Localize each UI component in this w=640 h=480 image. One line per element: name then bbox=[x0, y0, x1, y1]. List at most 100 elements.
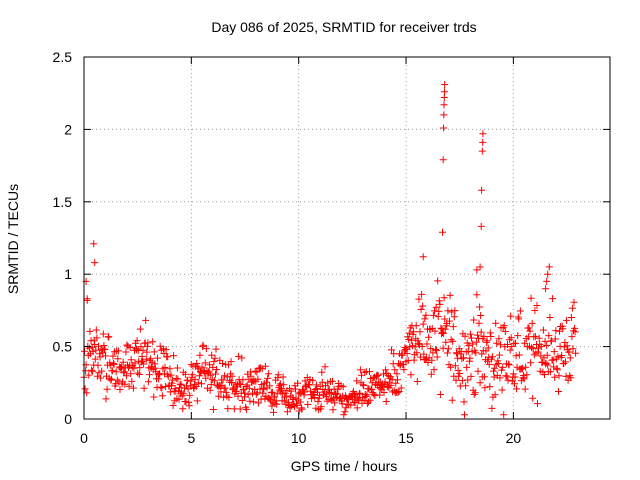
data-point bbox=[276, 380, 284, 388]
data-point bbox=[237, 381, 245, 388]
data-point bbox=[565, 348, 573, 356]
data-point bbox=[506, 346, 514, 354]
data-point bbox=[116, 386, 124, 393]
data-point bbox=[466, 330, 474, 338]
data-point bbox=[360, 382, 368, 390]
data-point bbox=[500, 411, 508, 419]
data-point bbox=[162, 346, 170, 354]
data-point bbox=[394, 389, 402, 397]
data-point bbox=[460, 354, 467, 362]
data-point bbox=[551, 373, 559, 381]
data-point bbox=[304, 401, 312, 408]
data-point bbox=[419, 253, 427, 261]
data-point bbox=[477, 328, 485, 336]
grid-lines bbox=[84, 57, 610, 419]
data-point bbox=[89, 367, 97, 375]
data-point bbox=[496, 374, 504, 382]
data-point bbox=[106, 361, 114, 369]
data-point bbox=[314, 398, 322, 406]
data-point bbox=[215, 392, 223, 400]
data-point bbox=[550, 363, 558, 371]
data-point bbox=[121, 380, 129, 388]
data-point bbox=[254, 375, 262, 383]
data-point bbox=[440, 329, 448, 337]
data-point bbox=[202, 374, 210, 382]
data-point bbox=[464, 376, 472, 384]
data-point bbox=[177, 381, 185, 389]
data-point bbox=[376, 391, 384, 399]
data-point bbox=[93, 334, 101, 342]
data-point bbox=[511, 373, 519, 381]
x-tick-label: 0 bbox=[80, 430, 88, 446]
data-point bbox=[558, 352, 566, 359]
data-point bbox=[412, 322, 420, 330]
data-point bbox=[475, 319, 483, 327]
data-point bbox=[96, 353, 104, 361]
data-point bbox=[388, 346, 395, 354]
data-point bbox=[119, 358, 127, 366]
data-point bbox=[108, 367, 116, 375]
data-point bbox=[318, 378, 326, 386]
data-point bbox=[507, 312, 515, 320]
y-tick-label: 0.5 bbox=[53, 339, 73, 355]
data-point bbox=[356, 389, 364, 397]
data-point bbox=[110, 360, 118, 368]
data-point bbox=[341, 408, 349, 416]
data-point bbox=[232, 387, 240, 395]
data-point bbox=[139, 357, 146, 365]
x-tick-label: 10 bbox=[291, 430, 307, 446]
data-point bbox=[173, 364, 181, 372]
data-point bbox=[476, 303, 484, 311]
tick-labels: 0 5 10 15 20 0 0.5 1 1.5 2 2.5 bbox=[53, 49, 522, 446]
data-point bbox=[504, 376, 512, 384]
data-point bbox=[514, 332, 522, 340]
data-point bbox=[441, 81, 449, 88]
y-tick-label: 1 bbox=[64, 266, 72, 282]
data-point bbox=[210, 377, 218, 385]
data-point bbox=[193, 360, 201, 367]
data-point bbox=[169, 376, 177, 384]
data-points bbox=[80, 81, 580, 419]
data-point bbox=[531, 307, 539, 314]
data-point bbox=[207, 371, 215, 379]
y-axis-label: SRMTID / TECUs bbox=[5, 184, 21, 294]
data-point bbox=[368, 385, 376, 393]
data-point bbox=[484, 357, 492, 365]
data-point bbox=[130, 364, 138, 372]
data-point bbox=[157, 383, 165, 391]
data-point bbox=[514, 313, 522, 321]
data-point bbox=[437, 324, 445, 332]
data-point bbox=[407, 336, 415, 344]
data-point bbox=[411, 343, 419, 351]
data-point bbox=[517, 365, 525, 373]
data-point bbox=[195, 372, 203, 380]
data-point bbox=[146, 371, 153, 379]
data-point bbox=[466, 354, 474, 362]
data-point bbox=[440, 294, 448, 302]
data-point bbox=[544, 361, 552, 369]
data-point bbox=[186, 391, 194, 399]
data-point bbox=[245, 384, 253, 392]
data-point bbox=[150, 393, 158, 401]
data-point bbox=[572, 349, 580, 357]
data-point bbox=[452, 376, 460, 384]
data-point bbox=[503, 372, 511, 380]
data-point bbox=[321, 363, 329, 371]
data-point bbox=[192, 383, 200, 390]
data-point bbox=[97, 374, 105, 382]
data-point bbox=[568, 304, 576, 312]
data-point bbox=[450, 313, 458, 321]
data-point bbox=[559, 325, 567, 333]
data-point bbox=[393, 370, 401, 378]
data-point bbox=[225, 394, 233, 401]
data-point bbox=[187, 377, 195, 385]
data-point bbox=[549, 356, 557, 364]
data-point bbox=[107, 375, 115, 383]
data-point bbox=[448, 308, 456, 316]
data-point bbox=[495, 351, 503, 359]
data-point bbox=[470, 316, 478, 324]
data-point bbox=[142, 316, 150, 324]
data-point bbox=[569, 345, 577, 353]
data-point bbox=[545, 332, 553, 340]
data-point bbox=[356, 366, 364, 374]
